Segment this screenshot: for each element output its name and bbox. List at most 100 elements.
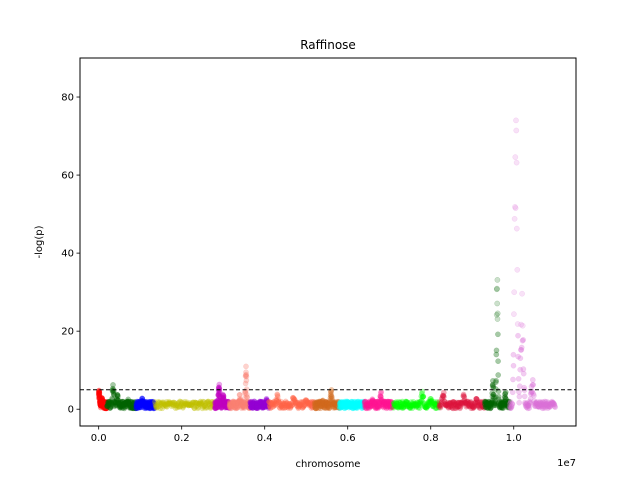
snp-point [250,400,256,407]
snp-point [231,400,238,407]
snp-point [240,403,246,409]
snp-point [138,400,144,406]
snp-point [103,405,109,412]
snp-point [100,401,106,408]
snp-point [246,405,253,411]
snp-point [249,401,255,408]
snp-point [510,376,516,383]
snp-point [100,400,107,406]
snp-point [157,405,163,412]
snp-point [209,403,216,410]
snp-point [219,400,226,407]
snp-point [141,400,148,407]
snp-point [233,400,240,406]
snp-point [214,399,221,406]
snp-point [237,396,244,403]
snp-point [155,400,162,406]
snp-point [125,398,132,405]
snp-point [220,393,227,400]
snp-point [238,401,245,407]
snp-point [97,400,104,407]
snp-point [213,402,219,409]
snp-point [104,403,110,409]
snp-point [240,401,246,408]
snp-point [112,400,119,407]
snp-point [146,399,153,406]
snp-point [100,400,107,407]
snp-point [235,399,242,406]
snp-point [234,400,241,407]
snp-point [137,399,143,406]
snp-point [120,398,127,405]
snp-point [107,404,114,411]
snp-point [118,401,125,408]
snp-point [139,399,146,405]
snp-point [107,401,114,408]
snp-point [96,395,103,402]
snp-point [224,402,231,409]
snp-point [186,402,193,408]
snp-point [240,403,246,409]
snp-point [117,402,123,409]
snp-point [241,400,248,407]
snp-point [222,404,229,411]
snp-point [129,404,136,411]
snp-point [213,400,220,407]
snp-point [250,405,257,411]
snp-point [104,405,110,412]
snp-point [150,404,156,411]
snp-point [234,399,240,405]
snp-point [142,404,149,411]
snp-point [247,402,253,408]
snp-point [134,405,141,412]
snp-point [100,402,107,408]
snp-point [96,390,103,397]
snp-point [105,398,112,405]
snp-point [97,404,104,411]
snp-point [127,399,134,405]
chromosome-series-5 [212,381,233,412]
snp-point [102,401,108,408]
snp-point [241,399,248,405]
snp-point [198,400,204,407]
snp-point [218,404,225,410]
snp-point [102,402,109,408]
snp-point [220,399,227,406]
snp-point [130,401,137,407]
snp-point [96,393,103,399]
snp-point [192,400,199,407]
snp-point [209,401,216,407]
snp-point [158,400,165,407]
snp-point [188,402,194,409]
snp-point [153,402,160,409]
snp-point [130,405,137,411]
snp-point [181,400,188,407]
snp-point [101,404,108,410]
snp-point [247,404,254,411]
snp-point [235,398,242,405]
snp-point [159,400,166,407]
snp-point [130,405,136,411]
snp-point [131,400,137,407]
snp-point [213,400,220,407]
snp-point [228,405,235,411]
snp-point [99,397,106,404]
snp-point [224,399,231,406]
snp-point [106,398,113,405]
snp-point [245,400,251,407]
snp-point [178,402,185,409]
snp-point [243,373,250,380]
snp-point [217,400,224,407]
snp-point [156,403,162,410]
x-axis-label: chromosome [296,459,361,470]
snp-point [512,205,519,211]
snp-point [145,403,152,410]
snp-point [143,401,149,408]
snp-point [97,398,103,404]
snp-point [98,397,105,404]
snp-point [126,400,132,406]
snp-point [179,399,186,406]
snp-point [224,404,231,411]
snp-point [218,403,225,410]
snp-point [232,400,238,406]
